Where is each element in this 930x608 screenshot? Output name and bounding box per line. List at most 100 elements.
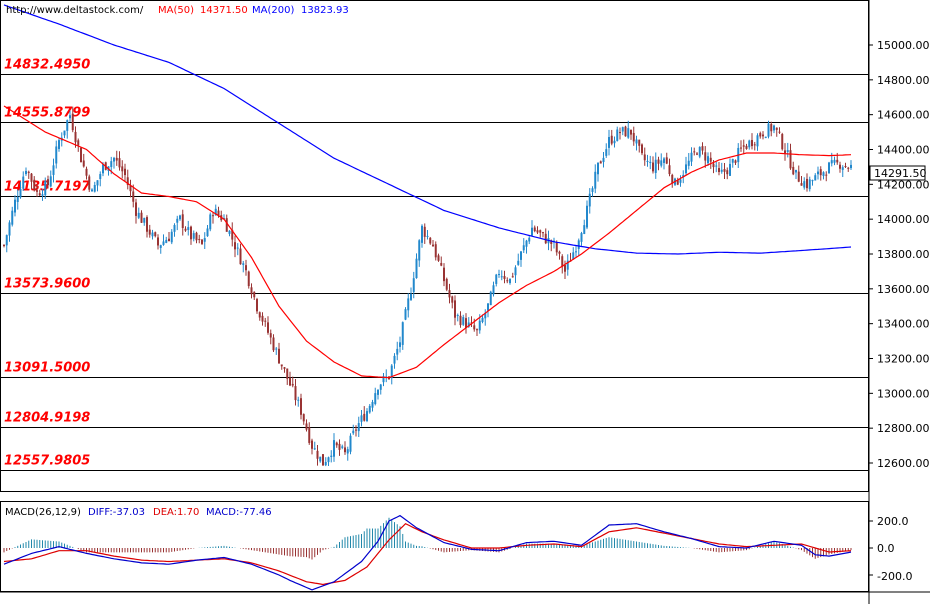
candle-body (357, 423, 360, 432)
candle-body (190, 226, 192, 240)
candle-body (333, 440, 335, 457)
candle-body (52, 165, 55, 175)
candle-body (759, 133, 762, 137)
candle-body (225, 218, 228, 232)
candle-body (709, 157, 712, 162)
candle-body (176, 218, 179, 223)
candle-body (822, 172, 825, 176)
candle-body (66, 120, 69, 131)
candle-body (586, 205, 588, 228)
price-axis-labels: 15000.00 14800.00 14600.00 14400.00 14200.00… (869, 39, 930, 470)
price-tick-label: 12600.00 (877, 457, 930, 470)
candle-body (363, 413, 366, 421)
candle-body (55, 146, 58, 164)
candle-body (712, 163, 715, 168)
candle-body (250, 287, 253, 295)
candle-body (203, 238, 206, 242)
candle-body (110, 161, 113, 168)
candle-body (841, 167, 844, 170)
candle-body (192, 233, 195, 239)
candle-body (313, 448, 316, 450)
candle-body (234, 242, 236, 250)
candle-body (806, 178, 808, 189)
candle-body (566, 260, 569, 270)
candle-body (731, 158, 734, 163)
candle-body (619, 132, 621, 134)
candle-body (335, 442, 338, 446)
candle-body (819, 169, 822, 176)
candle-body (77, 140, 80, 146)
candle-body (11, 210, 14, 225)
candle-body (236, 247, 239, 249)
candle-body (456, 314, 459, 316)
candle-body (22, 176, 25, 189)
candle-body (616, 129, 619, 141)
candle-body (701, 146, 704, 151)
ma50-label: MA(50) (158, 5, 194, 16)
macd-title: MACD(26,12,9) (5, 507, 81, 518)
price-tick-label: 14800.00 (877, 74, 930, 87)
candle-body (44, 180, 47, 196)
candle-body (451, 296, 454, 303)
candle-body (91, 189, 93, 192)
candle-body (814, 175, 817, 181)
candle-body (528, 237, 531, 242)
candle-body (784, 150, 786, 154)
candle-body (591, 188, 594, 192)
candle-body (795, 169, 797, 173)
candle-body (707, 156, 709, 164)
candle-body (179, 215, 181, 220)
candle-body (228, 230, 231, 234)
candle-body (368, 405, 371, 413)
candle-body (649, 161, 652, 164)
candle-body (410, 293, 412, 300)
candle-body (289, 377, 291, 386)
candle-body (374, 393, 377, 405)
candle-body (118, 158, 121, 168)
candle-body (85, 168, 88, 176)
candle-body (14, 199, 16, 213)
candle-body (283, 367, 286, 369)
candle-body (8, 222, 11, 236)
candle-body (341, 446, 344, 448)
candle-body (605, 149, 608, 156)
candle-body (198, 238, 201, 240)
candle-body (327, 457, 330, 463)
candle-body (550, 240, 553, 244)
candle-body (184, 228, 187, 231)
level-label: 13091.5000 (4, 361, 90, 376)
ma50-value: 14371.50 (200, 5, 248, 16)
candle-body (828, 162, 830, 174)
candle-body (514, 267, 517, 276)
candle-body (209, 214, 212, 230)
candle-body (630, 129, 632, 135)
candle-body (836, 159, 839, 163)
candle-body (25, 170, 27, 175)
candle-body (443, 267, 445, 282)
candle-body (278, 348, 280, 364)
candle-body (685, 164, 687, 174)
candle-body (146, 217, 148, 232)
candle-body (704, 152, 707, 161)
price-tick-label: 14200.00 (877, 178, 930, 191)
site-url[interactable]: http://www.deltastock.com/ (6, 5, 144, 16)
candle-body (445, 278, 448, 290)
candle-body (316, 450, 319, 459)
candle-body (371, 401, 374, 408)
candle-body (643, 154, 646, 161)
candle-body (93, 184, 96, 192)
candle-body (148, 229, 151, 235)
candle-body (847, 167, 850, 169)
candle-body (137, 212, 140, 218)
candle-body (324, 461, 327, 466)
candle-body (723, 169, 726, 172)
candle-body (214, 208, 217, 216)
candle-body (720, 169, 723, 172)
candle-body (767, 123, 770, 137)
candle-body (638, 139, 641, 146)
candle-body (652, 162, 654, 172)
candle-body (5, 235, 8, 246)
candle-body (745, 145, 748, 149)
candle-body (379, 384, 382, 390)
candle-body (63, 130, 66, 136)
